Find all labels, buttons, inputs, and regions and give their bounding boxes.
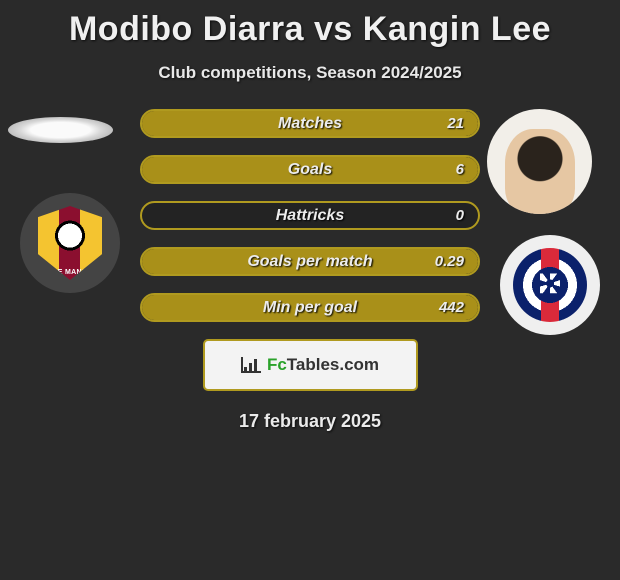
stat-row: Hattricks0 [140, 201, 480, 230]
psg-crest-icon [513, 248, 587, 322]
stat-row: Goals per match0.29 [140, 247, 480, 276]
page-title: Modibo Diarra vs Kangin Lee [0, 0, 620, 49]
stat-label: Hattricks [142, 203, 478, 228]
stat-label: Goals [142, 157, 478, 182]
club-right-badge [500, 235, 600, 335]
player-right-photo [487, 109, 592, 214]
stat-value-right: 21 [447, 111, 464, 136]
lemans-shield-icon [38, 206, 102, 280]
stat-value-right: 0.29 [435, 249, 464, 274]
stat-value-right: 0 [456, 203, 464, 228]
stat-label: Min per goal [142, 295, 478, 320]
stat-row: Goals6 [140, 155, 480, 184]
comparison-panel: Matches21 Goals6 Hattricks0 Goals per match… [0, 109, 620, 432]
club-left-badge [20, 193, 120, 293]
brand-suffix: Tables.com [287, 355, 379, 374]
brand-attribution: FcTables.com [203, 339, 418, 391]
chart-icon [241, 357, 261, 373]
stat-row: Min per goal442 [140, 293, 480, 322]
player-left-photo [8, 117, 113, 143]
brand-prefix: Fc [267, 355, 287, 374]
stat-value-right: 442 [439, 295, 464, 320]
date-generated: 17 february 2025 [0, 411, 620, 432]
stat-label: Goals per match [142, 249, 478, 274]
stat-bars: Matches21 Goals6 Hattricks0 Goals per match… [140, 109, 480, 322]
stat-row: Matches21 [140, 109, 480, 138]
stat-value-right: 6 [456, 157, 464, 182]
page-subtitle: Club competitions, Season 2024/2025 [0, 63, 620, 83]
player-face-placeholder [505, 129, 575, 214]
stat-label: Matches [142, 111, 478, 136]
brand-text: FcTables.com [267, 355, 379, 375]
